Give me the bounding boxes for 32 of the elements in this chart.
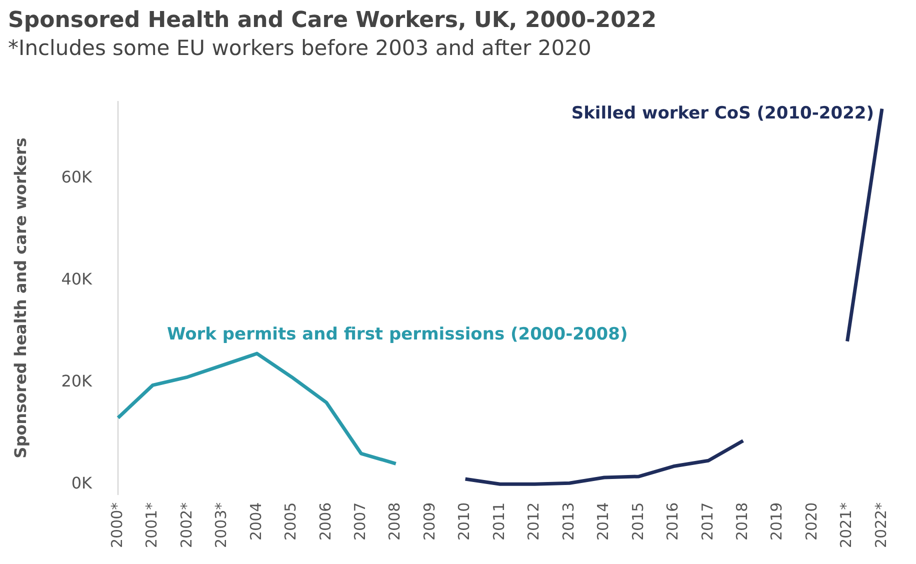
x-tick-label: 2004 bbox=[246, 502, 265, 541]
x-tick-label: 2000* bbox=[108, 502, 126, 548]
x-tick-label: 2022* bbox=[872, 502, 890, 548]
y-tick-label: 60K bbox=[61, 167, 93, 186]
x-tick-label: 2019 bbox=[768, 502, 786, 541]
y-tick-label: 0K bbox=[71, 473, 93, 492]
chart-title: Sponsored Health and Care Workers, UK, 2000-2022 bbox=[8, 8, 658, 34]
x-tick-label: 2013 bbox=[559, 502, 578, 541]
text: Work permits and first permissions (2000-2008) bbox=[166, 324, 628, 344]
y-tick-label: 20K bbox=[61, 371, 93, 390]
x-tick-label: 2016 bbox=[664, 502, 682, 541]
series-label: Skilled worker CoS (2010-2022) bbox=[571, 104, 874, 124]
x-tick-label: 2005 bbox=[282, 502, 300, 541]
x-tick-label: 2008 bbox=[386, 502, 404, 541]
x-tick-label: 2014 bbox=[594, 502, 612, 541]
x-tick-label: 2006 bbox=[316, 502, 334, 541]
x-tick-label: 2021* bbox=[837, 502, 856, 548]
x-tick-label: 2003* bbox=[212, 502, 230, 548]
y-axis-title: Sponsored health and care workers bbox=[10, 138, 30, 458]
x-tick-label: 2007 bbox=[351, 502, 370, 541]
x-tick-label: 2001* bbox=[142, 502, 161, 548]
y-tick-label: 40K bbox=[61, 269, 93, 288]
x-tick-label: 2020 bbox=[802, 502, 820, 541]
x-tick-label: 2002* bbox=[177, 502, 196, 548]
x-tick-label: 2011 bbox=[490, 502, 508, 541]
x-tick-label: 2009 bbox=[420, 502, 438, 541]
x-tick-label: 2015 bbox=[628, 502, 647, 541]
x-tick-label: 2012 bbox=[524, 502, 543, 541]
x-tick-label: 2018 bbox=[732, 502, 751, 541]
chart-subtitle: *Includes some EU workers before 2003 and after 2020 bbox=[8, 35, 592, 62]
x-tick-label: 2010 bbox=[455, 502, 474, 541]
x-tick-label: 2017 bbox=[698, 502, 716, 541]
